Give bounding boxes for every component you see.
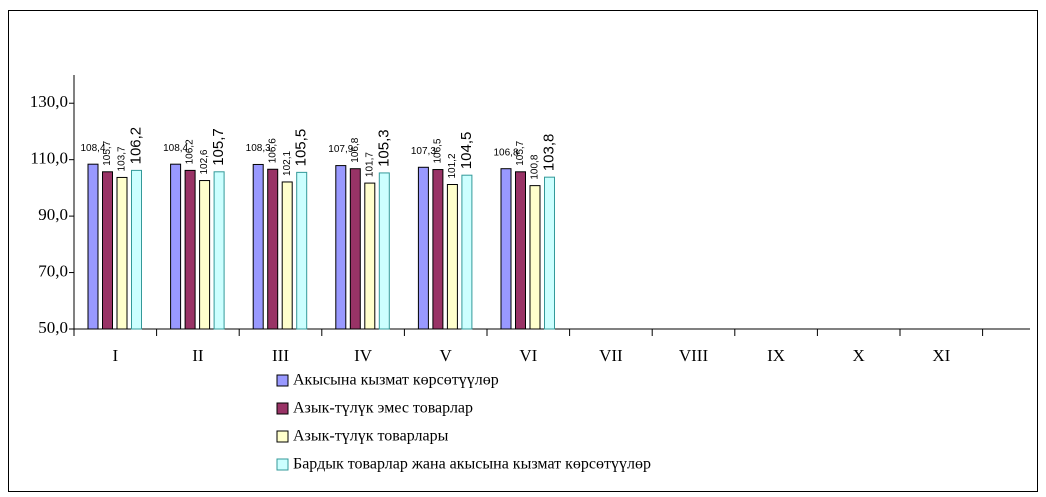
bar [87,163,99,330]
data-label: 103,7 [117,146,128,171]
bar [378,172,390,330]
bar [446,184,458,330]
x-tick-label: VII [599,346,623,365]
data-label: 106,2 [127,127,144,165]
data-label: 106,8 [493,147,518,158]
data-label: 108,3 [246,143,271,154]
x-tick-label: VI [519,346,537,365]
y-tick-label: 70,0 [38,261,68,280]
data-label: 102,1 [282,150,293,175]
data-label: 105,7 [515,140,526,165]
legend-label: Азык-түлүк товарлары [293,428,449,445]
x-tick-label: IX [767,346,785,365]
data-label: 100,8 [530,154,541,179]
legend-swatch [276,402,289,415]
bar [432,169,444,330]
bar [116,176,128,330]
legend-swatch [276,374,289,387]
x-tick-label: V [440,346,453,365]
bar [267,168,279,330]
x-tick-label: X [853,346,865,365]
bar [213,171,225,330]
bar [131,169,142,330]
bar [544,176,555,330]
data-label: 102,6 [199,149,210,174]
data-label: 108,4 [163,143,188,154]
legend-swatch [276,458,289,471]
y-tick-label: 130,0 [30,92,68,111]
data-label: 103,8 [540,134,557,172]
bar [170,163,182,330]
legend-label: Бардык товарлар жана акысына кызмат көрс… [293,456,651,473]
x-tick-label: III [272,346,289,365]
bar [417,166,429,330]
bar [102,171,113,330]
data-label: 105,7 [210,128,227,166]
bar [252,163,264,330]
data-label: 105,7 [102,140,113,165]
data-label: 105,5 [293,129,310,167]
bar [349,168,361,330]
data-label: 107,9 [328,144,353,155]
bar [281,181,293,330]
bar [199,180,211,330]
data-label: 106,2 [185,139,196,164]
bar [515,171,526,330]
data-label: 105,3 [375,129,392,167]
x-tick-label: XI [932,346,950,365]
x-tick-label: I [112,346,118,365]
bar [184,169,196,330]
data-label: 101,2 [447,153,458,178]
legend-label: Акысына кызмат көрсөтүүлөр [293,372,499,389]
legend-label: Азык-түлүк эмес товарлар [293,400,473,417]
data-label: 108,4 [80,143,105,154]
y-tick-label: 110,0 [30,149,68,168]
bar [461,174,473,330]
data-label: 104,5 [458,132,475,170]
data-label: 101,7 [364,152,375,177]
data-label: 106,8 [350,137,361,162]
bar [500,168,512,330]
data-label: 106,5 [433,138,444,163]
y-tick-label: 90,0 [38,205,68,224]
x-tick-label: IV [354,346,373,365]
y-tick-label: 50,0 [38,318,68,337]
bar [335,165,347,330]
bar [364,182,376,330]
data-label: 106,6 [267,138,278,163]
x-tick-label: II [192,346,204,365]
bar [296,171,308,330]
legend-swatch [276,430,289,443]
bar [529,185,541,330]
data-label: 107,3 [411,146,436,157]
x-tick-label: VIII [679,346,709,365]
